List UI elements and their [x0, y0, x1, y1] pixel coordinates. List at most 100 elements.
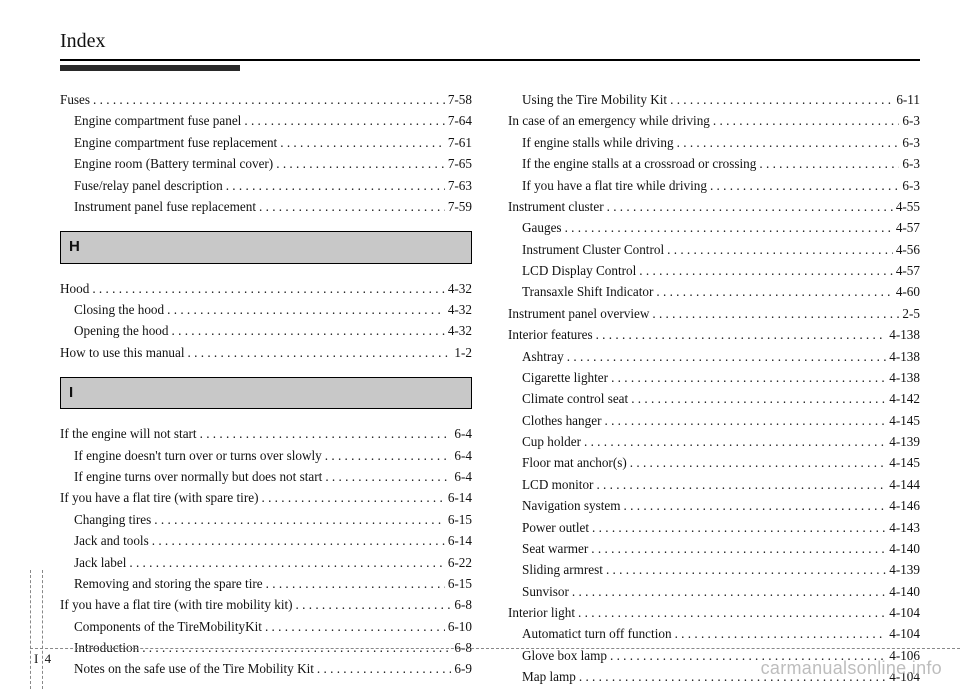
entry-page: 6-3	[902, 110, 920, 131]
entry-label: LCD Display Control	[522, 260, 636, 281]
entry-dots	[244, 110, 444, 131]
entry-page: 4-138	[889, 324, 920, 345]
index-entry: If you have a flat tire while driving 6-3	[508, 175, 920, 196]
entry-dots	[325, 445, 452, 466]
entry-page: 4-60	[896, 281, 920, 302]
entry-label: Instrument Cluster Control	[522, 239, 664, 260]
entry-dots	[567, 346, 886, 367]
entry-label: In case of an emergency while driving	[508, 110, 710, 131]
entry-label: Ashtray	[522, 346, 564, 367]
header-row: Index	[60, 30, 920, 57]
index-entry: Removing and storing the spare tire6-15	[60, 573, 472, 594]
entry-label: Navigation system	[522, 495, 621, 516]
entry-dots	[675, 623, 887, 644]
entry-page: 4-32	[448, 320, 472, 341]
header-subrule	[60, 65, 240, 71]
entry-page: 4-138	[889, 346, 920, 367]
entry-dots	[624, 495, 887, 516]
index-entry: If you have a flat tire (with tire mobil…	[60, 594, 472, 615]
entry-page: 6-3	[902, 132, 920, 153]
entry-label: Jack and tools	[74, 530, 149, 551]
entry-page: 7-64	[448, 110, 472, 131]
index-entry: LCD monitor4-144	[508, 474, 920, 495]
left-column: Fuses 7-58Engine compartment fuse panel7-…	[60, 89, 472, 688]
columns: Fuses 7-58Engine compartment fuse panel7-…	[60, 89, 920, 688]
index-entry: Navigation system4-146	[508, 495, 920, 516]
section-letter: H	[60, 231, 472, 263]
entry-dots	[606, 559, 886, 580]
index-entry: Engine compartment fuse replacement7-61	[60, 132, 472, 153]
entry-page: 6-4	[454, 423, 472, 444]
index-entry: Jack label6-22	[60, 552, 472, 573]
index-entry: Closing the hood 4-32	[60, 299, 472, 320]
entry-dots	[265, 616, 445, 637]
entry-dots	[667, 239, 893, 260]
entry-page: 4-55	[896, 196, 920, 217]
entry-dots	[578, 602, 886, 623]
entry-label: If you have a flat tire while driving	[522, 175, 707, 196]
entry-page: 6-3	[902, 175, 920, 196]
page-footer: I 4	[34, 651, 51, 667]
index-entry: Hood4-32	[60, 278, 472, 299]
index-entry: How to use this manual1-2	[60, 342, 472, 363]
index-entry: Instrument Cluster Control4-56	[508, 239, 920, 260]
index-entry: Gauges4-57	[508, 217, 920, 238]
watermark: carmanualsonline.info	[761, 658, 942, 679]
entry-label: Components of the TireMobilityKit	[74, 616, 262, 637]
entry-page: 2-5	[902, 303, 920, 324]
index-entry: Engine room (Battery terminal cover)7-65	[60, 153, 472, 174]
index-entry: Engine compartment fuse panel7-64	[60, 110, 472, 131]
entry-label: Instrument panel fuse replacement	[74, 196, 256, 217]
entry-dots	[296, 594, 452, 615]
entry-label: Hood	[60, 278, 89, 299]
index-entry: Opening the hood4-32	[60, 320, 472, 341]
entry-dots	[713, 110, 900, 131]
index-entry: In case of an emergency while driving 6-3	[508, 110, 920, 131]
entry-page: 4-140	[889, 581, 920, 602]
entry-page: 4-57	[896, 217, 920, 238]
entry-page: 7-61	[448, 132, 472, 153]
entry-label: Climate control seat	[522, 388, 628, 409]
entry-label: If you have a flat tire (with tire mobil…	[60, 594, 293, 615]
index-entry: Components of the TireMobilityKit6-10	[60, 616, 472, 637]
index-entry: Jack and tools6-14	[60, 530, 472, 551]
entry-label: Fuse/relay panel description	[74, 175, 223, 196]
entry-dots	[652, 303, 899, 324]
entry-label: Automatict turn off function	[522, 623, 672, 644]
entry-dots	[670, 89, 893, 110]
entry-page: 4-57	[896, 260, 920, 281]
page-title: Index	[60, 30, 106, 57]
index-entry: LCD Display Control 4-57	[508, 260, 920, 281]
index-entry: Seat warmer4-140	[508, 538, 920, 559]
entry-label: Engine room (Battery terminal cover)	[74, 153, 273, 174]
header-rule	[60, 59, 920, 61]
entry-dots	[710, 175, 899, 196]
index-entry: Sliding armrest4-139	[508, 559, 920, 580]
entry-page: 7-58	[448, 89, 472, 110]
index-entry: Fuse/relay panel description7-63	[60, 175, 472, 196]
dashed-rule-bottom	[30, 648, 960, 649]
entry-page: 6-11	[896, 89, 920, 110]
entry-label: Cup holder	[522, 431, 581, 452]
entry-label: If you have a flat tire (with spare tire…	[60, 487, 258, 508]
entry-dots	[591, 538, 886, 559]
entry-dots	[259, 196, 445, 217]
entry-label: Fuses	[60, 89, 90, 110]
entry-label: Instrument panel overview	[508, 303, 649, 324]
entry-page: 4-32	[448, 299, 472, 320]
index-entry: If engine doesn't turn over or turns ove…	[60, 445, 472, 466]
entry-dots	[677, 132, 900, 153]
index-entry: Fuses 7-58	[60, 89, 472, 110]
entry-label: Floor mat anchor(s)	[522, 452, 627, 473]
entry-page: 4-145	[889, 410, 920, 431]
entry-label: Notes on the safe use of the Tire Mobili…	[74, 658, 314, 679]
entry-dots	[154, 509, 445, 530]
index-entry: Transaxle Shift Indicator4-60	[508, 281, 920, 302]
entry-label: Closing the hood	[74, 299, 164, 320]
entry-dots	[266, 573, 445, 594]
entry-label: Power outlet	[522, 517, 589, 538]
entry-dots	[607, 196, 893, 217]
entry-label: Instrument cluster	[508, 196, 604, 217]
entry-dots	[261, 487, 444, 508]
entry-dots	[596, 324, 887, 345]
